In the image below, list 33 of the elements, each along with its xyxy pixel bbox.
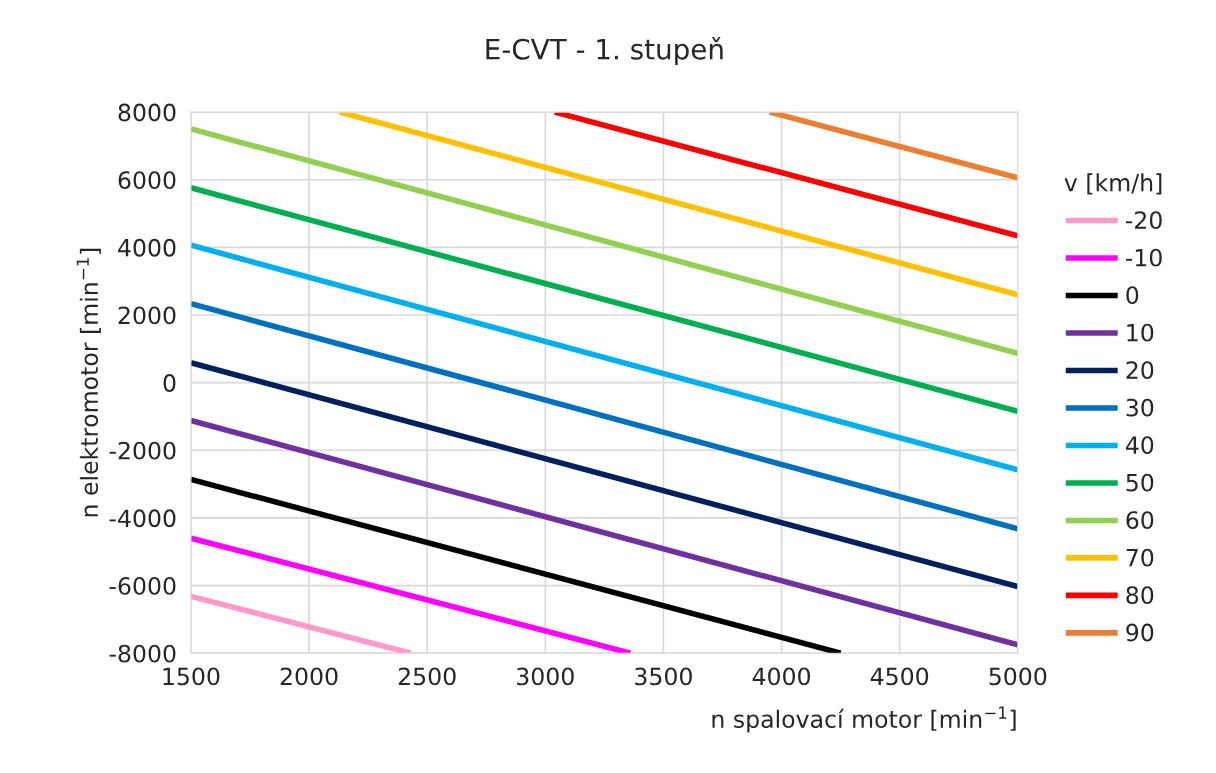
y-tick-label: -2000 [109,441,176,460]
legend-label: 50 [1126,473,1154,492]
y-tick-label: -6000 [109,576,176,595]
x-tick-label: 4000 [752,667,811,686]
legend-label: 30 [1126,398,1154,417]
legend-label: 0 [1126,286,1139,305]
legend-label: 60 [1126,511,1154,530]
chart-title: E-CVT - 1. stupeň [486,37,723,66]
legend-label: 90 [1126,623,1154,642]
y-tick-label: -8000 [109,644,176,663]
legend-label: 70 [1126,548,1154,567]
y-tick-label: 2000 [118,306,176,325]
x-tick-label: 5000 [989,667,1047,686]
x-tick-label: 1500 [163,667,220,686]
legend-label: -20 [1125,211,1162,230]
legend-label: 10 [1127,323,1154,342]
x-tick-label: 3000 [517,667,574,686]
legend-title: v [km/h] [1064,173,1162,195]
x-tick-label: 2000 [280,667,338,686]
y-tick-label: 4000 [118,238,176,257]
y-tick-label: -4000 [109,509,176,528]
legend-label: 80 [1126,586,1154,604]
y-tick-label: 0 [163,374,176,392]
y-axis-title: n elektromotor [min$^{−1}$] [76,248,101,517]
legend-label: 20 [1126,361,1154,380]
x-tick-label: 2500 [398,667,456,686]
legend-label: 40 [1125,436,1154,455]
y-tick-label: 8000 [118,103,176,122]
legend-label: -10 [1125,248,1162,267]
x-axis-title: n spalovací motor [min$^{−1}$] [712,706,1016,733]
y-tick-label: 6000 [118,171,176,190]
x-tick-label: 4500 [870,667,929,686]
x-tick-label: 3500 [635,667,692,686]
